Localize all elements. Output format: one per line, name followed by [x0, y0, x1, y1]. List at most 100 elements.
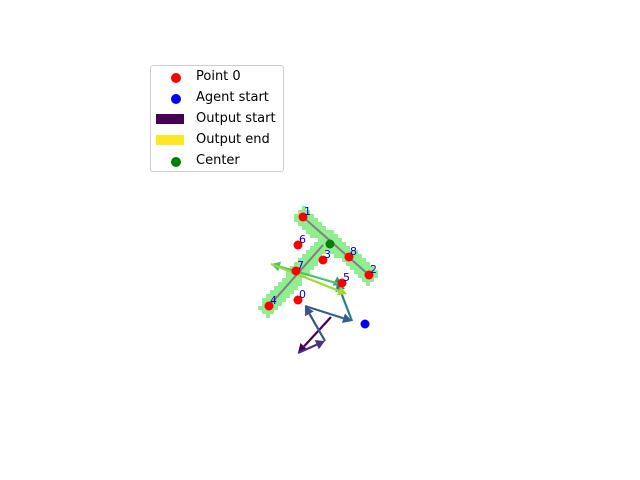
region-cell: [322, 246, 326, 250]
region-cell: [290, 274, 294, 278]
region-cell: [342, 242, 346, 246]
region-cell: [358, 270, 362, 274]
region-cell: [354, 258, 358, 262]
region-cell: [310, 214, 314, 218]
legend-item-output-start: Output start: [151, 110, 285, 130]
point-marker: [364, 270, 374, 280]
region-cell: [266, 310, 270, 314]
legend-marker-point0: [156, 72, 184, 84]
point-marker: [264, 301, 274, 311]
region-cell: [318, 242, 322, 246]
region-cell: [294, 286, 298, 290]
region-cell: [346, 246, 350, 250]
trajectory-arrow-head: [341, 313, 352, 324]
region-cell: [286, 274, 290, 278]
region-cell: [362, 266, 366, 270]
point-marker: [318, 255, 328, 265]
region-cell: [282, 282, 286, 286]
arrow-layer: [270, 261, 354, 355]
region-cell: [270, 298, 274, 302]
region-cell: [266, 298, 270, 302]
region-cell: [286, 270, 290, 274]
region-cell: [338, 238, 342, 242]
region-cell: [298, 282, 302, 286]
region-cell: [362, 270, 366, 274]
region-cell: [342, 246, 346, 250]
region-cell: [366, 262, 370, 266]
region-cell: [306, 214, 310, 218]
region-cell: [262, 306, 266, 310]
region-cell: [354, 250, 358, 254]
legend-label-output-start: Output start: [196, 111, 276, 126]
point-marker: [298, 212, 308, 222]
region-cell: [342, 254, 346, 258]
region-cell: [270, 290, 274, 294]
region-cell: [322, 250, 326, 254]
region-cell: [274, 298, 278, 302]
region-cell: [338, 250, 342, 254]
region-cell: [326, 230, 330, 234]
region-cell: [318, 254, 322, 258]
region-cell: [370, 278, 374, 282]
region-cell: [306, 266, 310, 270]
region-cell: [374, 270, 378, 274]
region-cell: [334, 234, 338, 238]
region-cell: [302, 210, 306, 214]
region-cell: [362, 262, 366, 266]
region-cell: [302, 270, 306, 274]
region-cell: [306, 270, 310, 274]
region-cell: [358, 258, 362, 262]
region-cell: [290, 290, 294, 294]
region-cell: [350, 250, 354, 254]
region-cell: [314, 230, 318, 234]
region-cell: [310, 258, 314, 262]
region-cell: [318, 234, 322, 238]
region-cell: [282, 294, 286, 298]
region-cell: [262, 298, 266, 302]
region-cell: [298, 222, 302, 226]
region-cell: [338, 254, 342, 258]
region-cell: [306, 262, 310, 266]
region-cell: [362, 278, 366, 282]
region-cell: [290, 286, 294, 290]
legend-marker-center: [156, 156, 184, 168]
region-cell: [306, 230, 310, 234]
region-cell: [270, 294, 274, 298]
region-cell: [290, 266, 294, 270]
region-cell: [370, 266, 374, 270]
legend-label-agent-start: Agent start: [196, 90, 269, 105]
trajectory-arrow-head: [305, 306, 314, 317]
region-cell: [286, 286, 290, 290]
region-cell: [334, 250, 338, 254]
region-cell: [298, 258, 302, 262]
point-marker: [293, 240, 303, 250]
region-cell: [362, 274, 366, 278]
region-cell: [282, 290, 286, 294]
region-cell: [302, 262, 306, 266]
region-cell: [278, 302, 282, 306]
region-cell: [282, 298, 286, 302]
region-cell: [278, 294, 282, 298]
point-label: 3: [324, 248, 331, 261]
region-cell: [310, 234, 314, 238]
region-cell: [366, 278, 370, 282]
region-cell: [274, 302, 278, 306]
point-marker: [293, 295, 303, 305]
legend-item-point0: Point 0: [151, 68, 285, 88]
region-cell: [302, 222, 306, 226]
region-cell: [290, 282, 294, 286]
region-cell: [294, 262, 298, 266]
trajectory-arrow-shaft: [308, 313, 326, 342]
region-cell: [306, 210, 310, 214]
region-cell: [302, 258, 306, 262]
region-cell: [306, 258, 310, 262]
point-marker: [344, 252, 354, 262]
region-cell: [354, 270, 358, 274]
region-cell: [298, 266, 302, 270]
legend-item-agent-start: Agent start: [151, 89, 285, 109]
legend-label-point0: Point 0: [196, 69, 241, 84]
region-cell: [310, 218, 314, 222]
region-cell: [298, 278, 302, 282]
region-cell: [350, 266, 354, 270]
